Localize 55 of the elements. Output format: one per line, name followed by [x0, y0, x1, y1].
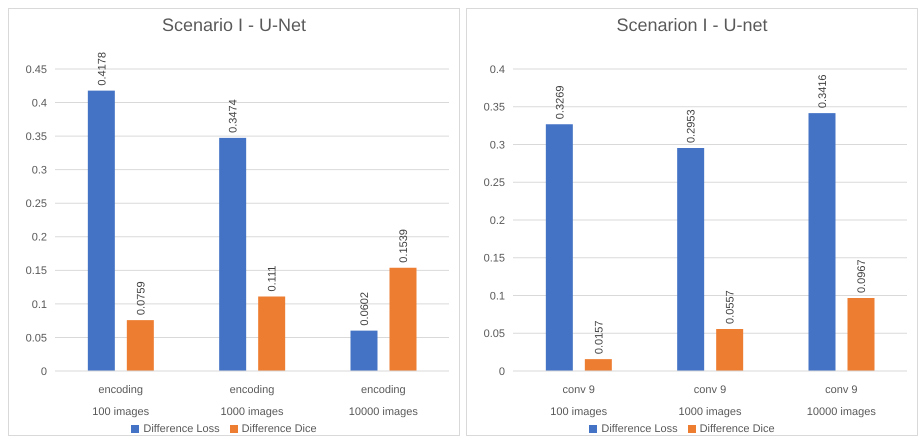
bar [126, 320, 154, 371]
y-tick-label: 0.1 [490, 290, 505, 302]
bar [88, 90, 115, 371]
y-tick-label: 0.3 [32, 164, 47, 177]
legend-label: Difference Loss [601, 423, 678, 435]
y-tick-label: 0.1 [32, 298, 47, 311]
y-tick-label: 0.25 [26, 198, 47, 210]
data-label: 0.0967 [856, 259, 868, 293]
y-tick-label: 0.35 [484, 102, 505, 114]
y-tick-label: 0.35 [26, 131, 47, 144]
y-tick-label: 0.25 [484, 177, 505, 190]
y-tick-label: 0.3 [490, 139, 505, 152]
y-tick-label: 0.2 [490, 214, 505, 227]
data-label: 0.1539 [398, 229, 410, 263]
y-tick-label: 0.15 [484, 252, 505, 265]
bar [808, 113, 836, 371]
legend-label: Difference Dice [242, 423, 317, 435]
data-label: 0.0759 [135, 281, 148, 316]
bar [584, 359, 612, 371]
x-tick-label: encoding 10000 images [348, 384, 418, 418]
bar [390, 268, 416, 371]
bar [219, 138, 246, 371]
data-label: 0.0557 [724, 290, 737, 324]
x-tick-label: encoding 1000 images [220, 384, 284, 418]
data-label: 0.0602 [359, 292, 371, 326]
y-tick-label: 0.4 [32, 97, 47, 110]
y-tick-label: 0.05 [26, 332, 47, 344]
bar [848, 298, 874, 371]
bar [716, 328, 744, 371]
y-tick-label: 0.15 [26, 265, 47, 278]
data-label: 0.4178 [96, 52, 108, 86]
y-tick-label: 0.4 [490, 64, 505, 76]
legend-label: Difference Loss [143, 423, 220, 435]
x-tick-label: conv 9 100 images [550, 384, 608, 418]
x-tick-label: conv 9 10000 images [806, 384, 876, 418]
y-tick-label: 0.45 [26, 64, 47, 76]
data-label: 0.3416 [817, 74, 829, 108]
y-tick-label: 0 [498, 366, 505, 378]
data-label: 0.3474 [228, 99, 240, 133]
bar [546, 124, 573, 371]
data-label: 0.3269 [554, 86, 566, 120]
y-tick-label: 0.2 [32, 232, 47, 244]
data-label: 0.111 [266, 266, 279, 292]
bar [258, 296, 286, 371]
x-tick-label: conv 9 1000 images [678, 384, 742, 418]
x-tick-label: encoding 100 images [92, 384, 150, 418]
y-tick-label: 0.05 [484, 328, 505, 340]
y-tick-label: 0 [40, 366, 47, 378]
bar [677, 148, 704, 371]
chart-title: Scenarion I - U-net [615, 15, 769, 37]
bar [350, 330, 378, 371]
data-label: 0.0157 [593, 320, 606, 354]
data-label: 0.2953 [686, 109, 698, 144]
legend-label: Difference Dice [700, 423, 775, 435]
chart-title: Scenario I - U-Net [160, 15, 308, 37]
